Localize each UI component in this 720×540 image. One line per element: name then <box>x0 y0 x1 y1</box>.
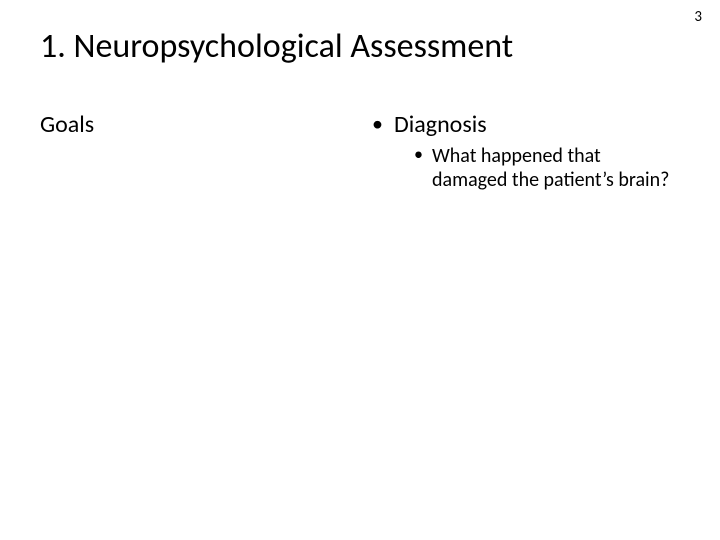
right-column: Diagnosis What happened that damaged the… <box>370 110 680 198</box>
slide: 3 1. Neuropsychological Assessment Goals… <box>0 0 720 540</box>
bullet-label: Diagnosis <box>394 110 487 139</box>
list-item: What happened that damaged the patient’s… <box>414 144 680 192</box>
bullet-list-level2: What happened that damaged the patient’s… <box>394 144 680 192</box>
list-item: Diagnosis What happened that damaged the… <box>370 110 680 192</box>
page-number: 3 <box>694 8 702 26</box>
slide-title: 1. Neuropsychological Assessment <box>40 26 513 67</box>
bullet-list-level1: Diagnosis What happened that damaged the… <box>370 110 680 192</box>
left-column: Goals <box>40 110 340 139</box>
left-heading: Goals <box>40 110 340 139</box>
